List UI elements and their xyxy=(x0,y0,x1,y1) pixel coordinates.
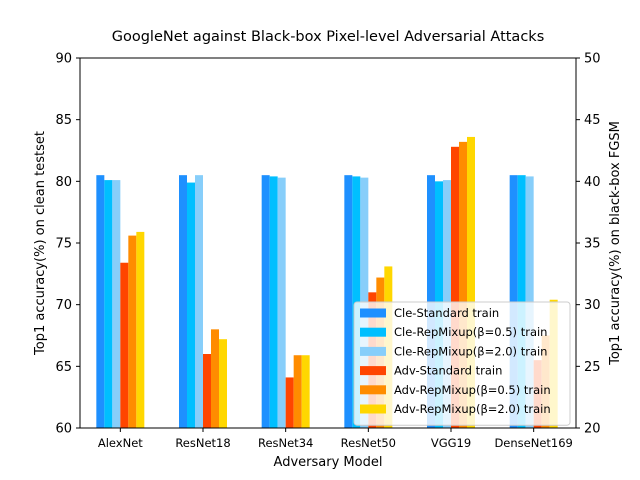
legend-swatch xyxy=(360,327,386,337)
bar-6-alexnet xyxy=(136,231,145,428)
legend-label: Adv-RepMixup(β=2.0) train xyxy=(394,402,551,416)
bar-2-alexnet xyxy=(104,180,113,428)
right-tick-label: 30 xyxy=(584,298,601,313)
legend-swatch xyxy=(360,385,386,395)
right-tick-label: 25 xyxy=(584,360,601,375)
right-tick-label: 20 xyxy=(584,422,601,437)
bar-5-resnet34 xyxy=(293,355,302,428)
legend-label: Cle-RepMixup(β=0.5) train xyxy=(394,325,547,339)
right-axis: 20 25 30 35 40 45 50 xyxy=(576,52,601,437)
legend-label: Cle-RepMixup(β=2.0) train xyxy=(394,344,547,358)
right-axis-label: Top1 accuracy(%) on black-box FGSM xyxy=(608,121,623,366)
left-tick-label: 60 xyxy=(55,422,72,437)
bar-4-resnet18 xyxy=(203,354,211,428)
legend-label: Adv-RepMixup(β=0.5) train xyxy=(394,383,551,397)
left-tick-label: 75 xyxy=(55,237,72,252)
left-tick-label: 80 xyxy=(55,175,72,190)
bar-2-resnet18 xyxy=(187,182,195,428)
legend-swatch xyxy=(360,366,386,376)
left-axis-label: Top1 accuracy(%) on clean testset xyxy=(33,131,48,356)
bar-1-alexnet xyxy=(96,175,105,428)
bar-6-vgg19 xyxy=(467,136,475,428)
bar-4-vgg19 xyxy=(451,146,459,429)
x-tick-label: ResNet18 xyxy=(175,436,230,450)
x-tick-label: ResNet50 xyxy=(341,436,396,450)
bar-6-resnet18 xyxy=(219,339,227,428)
legend-swatch xyxy=(360,308,386,318)
bar-5-alexnet xyxy=(128,235,137,428)
right-tick-label: 45 xyxy=(584,113,601,128)
right-tick-label: 40 xyxy=(584,175,601,190)
left-tick-label: 85 xyxy=(55,113,72,128)
bar-4-alexnet xyxy=(120,262,129,428)
legend-swatch xyxy=(360,404,386,414)
legend-label: Adv-Standard train xyxy=(394,364,502,378)
x-axis-label: Adversary Model xyxy=(274,455,383,470)
x-tick-label: ResNet34 xyxy=(258,436,313,450)
bar-6-resnet34 xyxy=(301,355,310,428)
bar-1-resnet18 xyxy=(179,175,187,428)
legend-box xyxy=(353,301,571,426)
bar-1-resnet50 xyxy=(344,175,353,428)
legend: Cle-Standard train Cle-RepMixup(β=0.5) tr… xyxy=(353,301,571,426)
left-tick-label: 70 xyxy=(55,298,72,313)
bar-1-resnet34 xyxy=(261,175,270,428)
bar-3-alexnet xyxy=(112,180,121,428)
left-tick-label: 65 xyxy=(55,360,72,375)
legend-label: Cle-Standard train xyxy=(394,306,499,320)
bar-3-resnet34 xyxy=(277,177,286,428)
left-axis: 60 65 70 75 80 85 90 xyxy=(55,52,80,437)
bar-5-resnet18 xyxy=(211,329,219,428)
right-tick-label: 50 xyxy=(584,52,601,67)
bar-2-resnet34 xyxy=(269,176,278,428)
bar-5-vgg19 xyxy=(459,141,467,428)
bar-4-resnet34 xyxy=(285,377,294,428)
legend-swatch xyxy=(360,346,386,356)
chart-title: GoogleNet against Black-box Pixel-level … xyxy=(112,29,545,45)
x-tick-label: AlexNet xyxy=(98,436,143,450)
x-tick-label: DenseNet169 xyxy=(494,436,572,450)
x-tick-label: VGG19 xyxy=(431,436,471,450)
left-tick-label: 90 xyxy=(55,52,72,67)
bar-3-resnet18 xyxy=(195,175,203,428)
right-tick-label: 35 xyxy=(584,237,601,252)
x-axis: AlexNet ResNet18 ResNet34 ResNet50 VGG19 Dens… xyxy=(98,428,573,450)
